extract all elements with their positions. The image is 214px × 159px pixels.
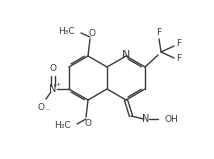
Text: O: O [89, 29, 95, 38]
Text: F: F [156, 28, 162, 37]
Text: OH: OH [165, 114, 179, 124]
Text: O: O [37, 103, 45, 112]
Text: +: + [55, 83, 61, 87]
Text: ⁻: ⁻ [46, 106, 50, 115]
Text: H₃C: H₃C [58, 28, 75, 37]
Text: N: N [49, 84, 57, 94]
Text: O: O [49, 64, 56, 73]
Text: F: F [176, 55, 181, 63]
Text: H₃C: H₃C [54, 121, 71, 129]
Text: F: F [176, 39, 181, 48]
Text: O: O [85, 119, 92, 128]
Text: N: N [142, 114, 150, 124]
Text: N: N [122, 50, 130, 60]
